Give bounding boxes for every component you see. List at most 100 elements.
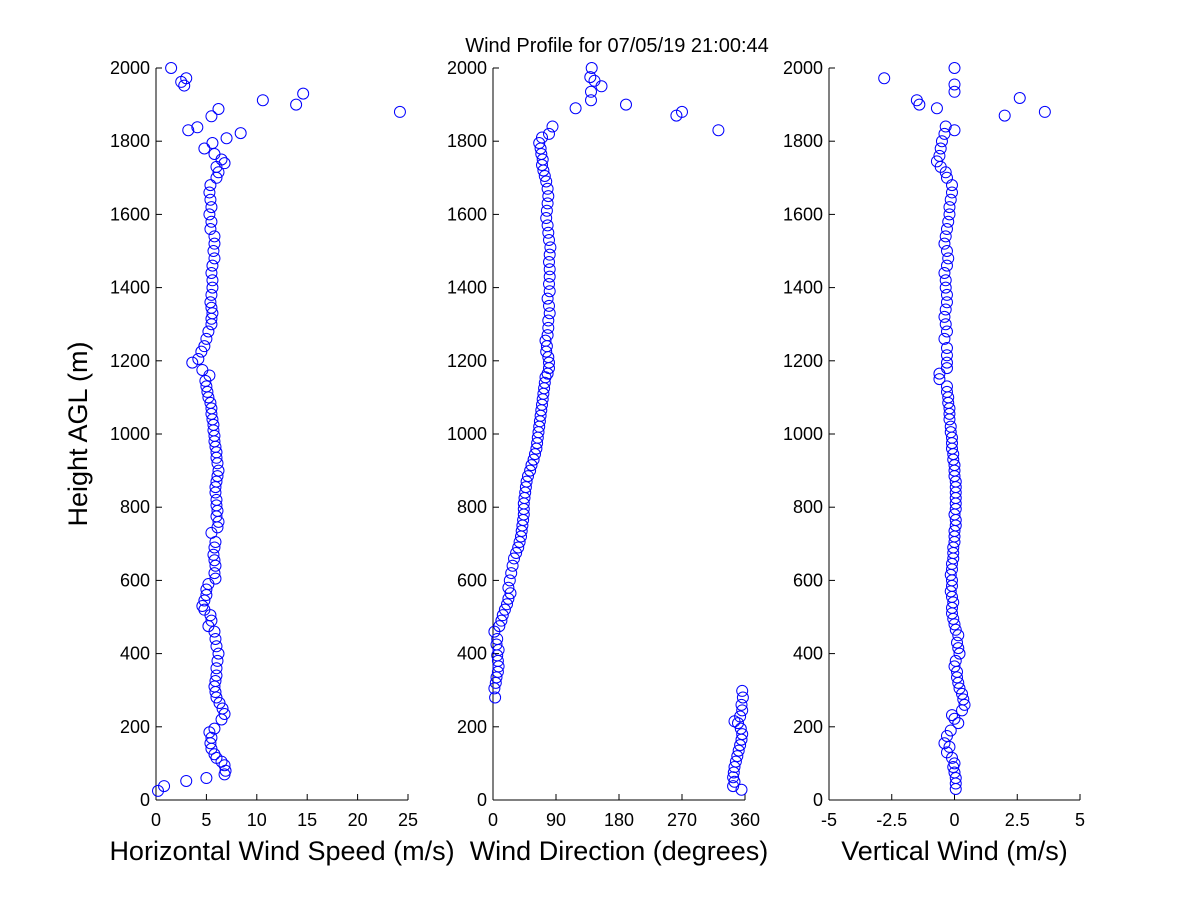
data-point [731,750,744,763]
data-point [543,277,555,290]
data-point [948,85,961,98]
y-tick-label: 400 [457,644,487,664]
y-tick-label: 2000 [110,58,150,78]
data-point [205,301,218,314]
data-point [539,334,552,347]
y-tick-label: 1800 [783,131,823,151]
data-point [165,62,178,74]
data-point [196,363,209,376]
data-point [210,640,223,653]
data-point [524,464,537,477]
panel-direction-xlabel: Wind Direction (degrees) [470,836,769,866]
data-point [218,157,231,170]
panel-direction: 0 200 400 600 800 1000 1200 1400 1600 1800 2000 0 90… [447,58,768,866]
data-point [542,190,555,203]
data-point [940,385,953,398]
data-point [736,684,749,697]
data-point [948,78,961,91]
data-point [536,131,548,144]
x-tick-label: 2.5 [1005,810,1030,830]
x-tick-label: 5 [1075,810,1085,830]
y-tick-label: 200 [120,717,150,737]
data-point [878,72,891,85]
data-point [198,340,211,353]
data-point [207,245,220,257]
data-point [204,296,217,309]
data-point [508,552,520,565]
data-point [205,731,218,744]
data-point [178,79,191,92]
data-point [543,127,555,140]
data-point [522,470,534,483]
x-tick-label: 0 [151,810,161,830]
data-point [512,541,525,554]
y-tick-label: 1200 [447,351,487,371]
data-point [543,299,555,312]
data-point [210,493,223,506]
data-point [538,169,551,182]
data-point [489,691,502,704]
data-point [541,329,554,342]
data-point [729,755,742,768]
data-point [957,693,970,706]
data-point [945,186,958,199]
data-point [490,638,503,651]
data-point [728,761,741,774]
data-point [212,102,225,115]
y-tick-label: 1200 [783,351,823,371]
x-tick-label: 10 [247,810,267,830]
data-point [940,325,953,338]
data-point [942,215,955,228]
data-point [208,748,221,761]
data-point [218,759,231,772]
data-point [206,274,219,287]
data-point [200,332,213,345]
data-point [538,376,551,389]
data-point [195,345,208,358]
data-point [205,110,218,123]
data-point [211,470,224,483]
data-point [940,259,953,272]
data-point [569,102,582,115]
data-point [952,717,965,730]
y-tick-label: 2000 [783,58,823,78]
data-point [940,288,953,301]
data-point [504,587,517,600]
y-tick-label: 400 [120,644,150,664]
data-point [205,288,218,301]
data-point [939,281,952,294]
data-point [939,120,952,133]
panel-vertical-xlabel: Vertical Wind (m/s) [841,836,1068,866]
data-point [542,314,555,327]
data-point [198,142,211,155]
y-tick-label: 1000 [447,424,487,444]
data-point [938,127,951,140]
x-tick-label: -2.5 [876,810,907,830]
panel-speed: 0 200 400 600 800 1000 1200 1400 1600 1800 2000 0 5 1… [63,58,455,866]
y-tick-label: 1400 [783,278,823,298]
data-point [501,598,513,611]
data-point [205,614,218,627]
data-point [1038,105,1051,118]
data-point [913,98,926,111]
data-point [204,179,217,192]
x-tick-label: 15 [297,810,317,830]
data-point [542,226,555,239]
data-point [541,197,554,210]
data-point [204,223,217,236]
data-point [938,266,951,279]
x-tick-label: 0 [949,810,959,830]
data-point [940,380,953,393]
data-point [585,94,597,107]
data-point [585,62,598,74]
y-tick-label: 0 [813,790,823,810]
data-point [942,252,955,265]
data-point [945,179,958,192]
data-point [953,682,966,695]
x-tick-label: 25 [398,810,418,830]
y-tick-label: 0 [140,790,150,810]
data-point [998,109,1011,122]
data-point [935,135,948,148]
data-point [215,153,228,166]
data-point [735,698,748,711]
